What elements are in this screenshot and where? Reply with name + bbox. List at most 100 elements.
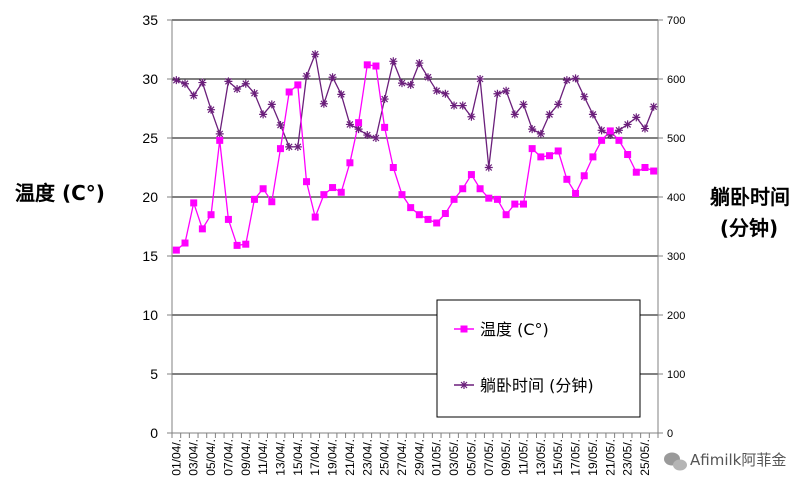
lying-time-point [502,86,511,95]
x-tick-label: 21/05/. [603,439,617,476]
lying-time-point [441,89,450,98]
left-tick-label: 35 [142,12,158,28]
temperature-point [554,147,562,155]
lying-time-point [606,131,615,140]
lying-time-point [345,120,354,129]
x-tick-label: 25/05/. [638,439,652,476]
left-tick-label: 25 [142,130,158,146]
lying-time-point [311,50,320,59]
temperature-point [337,188,345,196]
temperature-point [250,195,258,203]
lying-time-point [337,90,346,99]
lying-time-point [632,113,641,122]
temperature-point [528,145,536,153]
temperature-point [190,199,198,207]
lying-time-point [198,78,207,87]
temperature-point [441,210,449,218]
temperature-point [355,119,363,127]
lying-time-point [458,101,467,110]
temperature-point [303,178,311,186]
temperature-point [632,168,640,176]
legend-marker-temperature [460,325,468,333]
lying-time-point [172,76,181,85]
temperature-point [372,62,380,70]
x-tick-label: 05/04/. [204,439,218,476]
x-tick-label: 05/05/. [464,439,478,476]
temperature-point [363,61,371,69]
right-tick-label: 700 [667,15,685,27]
temperature-point [563,175,571,183]
lying-time-point [397,79,406,88]
temperature-point [624,151,632,159]
lying-time-point [580,92,589,101]
x-tick-label: 19/05/. [586,439,600,476]
wechat-icon [664,452,687,471]
temperature-point [580,172,588,180]
x-tick-label: 27/04/. [395,439,409,476]
temperature-point [216,136,224,144]
x-tick-label: 01/04/. [169,439,183,476]
lying-time-point [224,77,233,86]
lying-time-point [493,89,502,98]
x-tick-label: 21/04/. [343,439,357,476]
lying-time-point [484,163,493,172]
temperature-point [572,189,580,197]
temperature-point [519,200,527,208]
legend-star-shape [460,381,468,389]
temperature-point [407,204,415,212]
x-tick-label: 15/05/. [551,439,565,476]
lying-time-point [189,91,198,100]
temperature-point [294,81,302,89]
left-tick-label: 10 [142,307,158,323]
lying-time-point [319,99,328,108]
lying-time-point [571,74,580,83]
lying-time-point [389,57,398,66]
lying-time-point [640,124,649,133]
left-tick-label: 20 [142,189,158,205]
temperature-point [198,225,206,233]
lying-time-point [415,59,424,68]
x-tick-label: 03/05/. [447,439,461,476]
temperature-point [415,211,423,219]
temperature-point [650,167,658,175]
lying-time-point [597,126,606,135]
lying-time-point [328,73,337,82]
lying-time-point [406,80,415,89]
lying-time-point [545,110,554,119]
temperature-point [615,136,623,144]
right-tick-label: 100 [667,369,685,381]
legend: 温度 (C°) 躺卧时间 (分钟) [436,299,641,418]
temperature-point [268,198,276,206]
x-tick-label: 01/05/. [430,439,444,476]
temperature-point [537,153,545,161]
temperature-point [233,241,241,249]
temperature-point [641,164,649,171]
x-axis-ticks: 01/04/. 03/04/. 05/04/. 07/04/. 09/04/. 11/04… [169,433,659,476]
x-tick-label: 07/05/. [482,439,496,476]
lying-time-point [588,110,597,119]
lying-time-point [250,89,259,98]
lying-time-point [467,112,476,121]
legend-label-lying-time: 躺卧时间 (分钟) [480,376,594,395]
right-tick-label: 300 [667,251,685,263]
lying-time-point [562,76,571,85]
temperature-point [493,195,501,203]
lying-time-point [259,110,268,119]
lying-time-point [510,110,519,119]
temperature-point [207,211,215,219]
lying-time-point [450,101,459,110]
right-tick-label: 0 [667,428,673,440]
temperature-point [320,191,328,199]
legend-marker-lying-time [460,381,468,389]
left-axis-ticks: 0 5 10 15 20 25 30 35 [142,12,172,441]
temperature-point [589,153,597,161]
x-tick-label: 09/04/. [239,439,253,476]
lying-time-point [233,85,242,94]
x-tick-label: 13/05/. [534,439,548,476]
right-tick-label: 200 [667,310,685,322]
legend-box [436,299,641,418]
lying-time-point [432,86,441,95]
temperature-point [389,164,397,171]
lying-time-point [354,125,363,134]
temperature-point [546,152,554,160]
